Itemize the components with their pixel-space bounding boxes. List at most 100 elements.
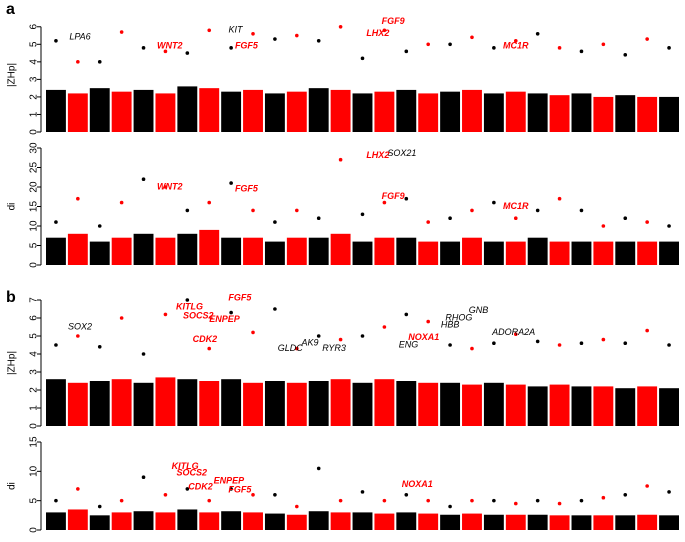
peak-snp bbox=[513, 39, 518, 43]
peak-snp bbox=[338, 498, 343, 503]
gene-label: GNB bbox=[469, 305, 489, 315]
peak-snp bbox=[251, 330, 255, 335]
y-tick-label: 2 bbox=[29, 94, 40, 100]
snp-cloud bbox=[111, 91, 132, 132]
snp-cloud bbox=[593, 241, 614, 265]
peak-snp bbox=[382, 325, 387, 329]
snp-cloud bbox=[352, 382, 373, 426]
snp-cloud bbox=[440, 241, 461, 265]
snp-cloud bbox=[46, 237, 66, 265]
snp-cloud bbox=[483, 93, 504, 132]
snp-cloud bbox=[396, 89, 417, 132]
y-tick-label: 5 bbox=[29, 242, 40, 248]
peak-snp bbox=[185, 298, 190, 302]
snp-cloud bbox=[155, 377, 176, 426]
peak-snp bbox=[470, 346, 474, 351]
peak-snp bbox=[448, 504, 452, 509]
y-tick-label: 30 bbox=[29, 142, 40, 154]
gene-label: SOX2 bbox=[68, 321, 92, 331]
peak-snp bbox=[404, 196, 409, 201]
peak-snp bbox=[382, 498, 387, 503]
gene-label: LHX2 bbox=[366, 150, 389, 160]
gene-label: ADORA2A bbox=[491, 327, 535, 337]
y-tick-label: 15 bbox=[29, 436, 40, 448]
snp-cloud bbox=[418, 241, 439, 265]
gene-label: KITLG bbox=[176, 302, 203, 312]
snp-cloud bbox=[615, 241, 636, 265]
snp-cloud bbox=[111, 379, 132, 426]
snp-cloud bbox=[527, 237, 548, 265]
peak-snp bbox=[492, 341, 496, 346]
gene-label: MC1R bbox=[503, 40, 529, 50]
snp-cloud bbox=[111, 512, 132, 530]
snp-cloud bbox=[177, 86, 198, 132]
peak-snp bbox=[667, 490, 671, 494]
snp-cloud bbox=[374, 513, 395, 530]
gene-label: RHOG bbox=[445, 312, 472, 322]
peak-snp bbox=[119, 200, 124, 205]
snp-cloud bbox=[177, 233, 198, 265]
y-tick-label: 3 bbox=[29, 76, 40, 82]
peak-snp bbox=[163, 493, 168, 497]
gene-label: CDK2 bbox=[188, 482, 213, 492]
snp-cloud bbox=[264, 241, 285, 265]
y-tick-label: 6 bbox=[29, 315, 40, 321]
snp-cloud bbox=[133, 511, 154, 530]
peak-snp bbox=[338, 337, 343, 342]
snp-cloud bbox=[571, 93, 592, 132]
peak-snp bbox=[470, 35, 474, 40]
snp-cloud bbox=[330, 512, 351, 530]
snp-cloud bbox=[46, 379, 66, 426]
peak-snp bbox=[448, 216, 452, 220]
peak-snp bbox=[623, 53, 628, 57]
gene-label: WNT2 bbox=[157, 40, 183, 50]
snp-cloud bbox=[89, 515, 110, 530]
y-axis-label: |ZHp| bbox=[7, 63, 18, 87]
snp-cloud bbox=[374, 91, 395, 132]
snp-cloud bbox=[549, 95, 570, 132]
peak-snp bbox=[579, 49, 584, 54]
snp-cloud bbox=[505, 241, 526, 265]
panel-letter: b bbox=[6, 289, 16, 306]
snp-cloud bbox=[462, 513, 482, 530]
snp-cloud bbox=[177, 379, 198, 426]
gene-label: FGF5 bbox=[235, 40, 259, 50]
snp-cloud bbox=[133, 89, 154, 132]
snp-cloud bbox=[505, 384, 526, 426]
peak-snp bbox=[54, 498, 58, 503]
peak-snp bbox=[535, 208, 540, 213]
gene-label: SOCS2 bbox=[183, 311, 214, 321]
peak-snp bbox=[141, 475, 146, 480]
peak-snp bbox=[119, 316, 124, 320]
y-tick-label: 10 bbox=[29, 220, 40, 232]
y-tick-label: 4 bbox=[29, 59, 40, 65]
peak-snp bbox=[601, 42, 606, 47]
snp-cloud bbox=[199, 512, 220, 530]
peak-snp bbox=[207, 200, 212, 205]
snp-cloud bbox=[67, 93, 88, 132]
gene-label: KIT bbox=[228, 25, 244, 35]
peak-snp bbox=[295, 208, 299, 213]
peak-snp bbox=[163, 49, 168, 54]
peak-snp bbox=[316, 334, 321, 338]
gene-label: FGF5 bbox=[228, 484, 252, 494]
peak-snp bbox=[667, 224, 671, 228]
peak-snp bbox=[76, 60, 80, 64]
y-axis-label: di bbox=[7, 482, 18, 490]
peak-snp bbox=[76, 334, 80, 338]
y-tick-label: 0 bbox=[29, 262, 40, 268]
peak-snp bbox=[163, 312, 168, 317]
peak-snp bbox=[295, 504, 299, 509]
gene-label: ENG bbox=[399, 339, 419, 349]
y-tick-label: 7 bbox=[29, 297, 40, 303]
snp-cloud bbox=[264, 381, 285, 426]
gene-label: FGF9 bbox=[382, 16, 405, 26]
peak-snp bbox=[492, 46, 496, 50]
snp-cloud bbox=[89, 241, 110, 265]
peak-snp bbox=[645, 328, 649, 333]
snp-cloud bbox=[462, 384, 482, 426]
snp-cloud bbox=[264, 513, 285, 530]
peak-snp bbox=[579, 341, 584, 346]
snp-cloud bbox=[352, 241, 373, 265]
snp-cloud bbox=[440, 382, 461, 426]
